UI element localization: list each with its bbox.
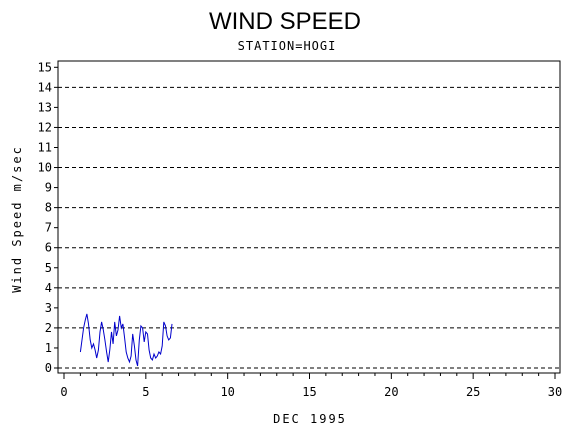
y-axis-label: Wind Speed m/sec bbox=[10, 145, 24, 293]
y-tick-label-15: 15 bbox=[38, 60, 52, 74]
y-tick-label-6: 6 bbox=[45, 241, 52, 255]
y-tick-label-1: 1 bbox=[45, 341, 52, 355]
x-tick-label-15: 15 bbox=[302, 385, 316, 399]
y-tick-label-5: 5 bbox=[45, 261, 52, 275]
plot-frame bbox=[57, 60, 561, 374]
y-tick-label-12: 12 bbox=[38, 120, 52, 134]
y-tick-label-2: 2 bbox=[45, 321, 52, 335]
x-tick-label-20: 20 bbox=[384, 385, 398, 399]
chart-title: WIND SPEED bbox=[209, 8, 361, 35]
y-tick-label-11: 11 bbox=[38, 140, 52, 154]
y-tick-label-13: 13 bbox=[38, 100, 52, 114]
gridlines bbox=[58, 86, 560, 369]
y-tick-label-9: 9 bbox=[45, 181, 52, 195]
x-tick-label-10: 10 bbox=[220, 385, 234, 399]
x-axis-label: DEC 1995 bbox=[273, 412, 347, 426]
x-tick-label-25: 25 bbox=[466, 385, 480, 399]
y-tick-label-4: 4 bbox=[45, 281, 52, 295]
y-tick-label-14: 14 bbox=[38, 80, 52, 94]
y-tick-label-10: 10 bbox=[38, 161, 52, 175]
x-tick-label-0: 0 bbox=[60, 385, 67, 399]
y-tick-label-0: 0 bbox=[45, 361, 52, 375]
y-tick-label-8: 8 bbox=[45, 201, 52, 215]
x-tick-label-30: 30 bbox=[548, 385, 562, 399]
x-axis-ticks: 0 5 10 15 20 25 30 bbox=[60, 373, 562, 399]
x-tick-label-5: 5 bbox=[142, 385, 149, 399]
series-group bbox=[79, 313, 173, 367]
y-tick-label-7: 7 bbox=[45, 221, 52, 235]
chart-subtitle: STATION=HOGI bbox=[238, 39, 337, 53]
series-line-0 bbox=[79, 313, 173, 367]
y-tick-label-3: 3 bbox=[45, 301, 52, 315]
